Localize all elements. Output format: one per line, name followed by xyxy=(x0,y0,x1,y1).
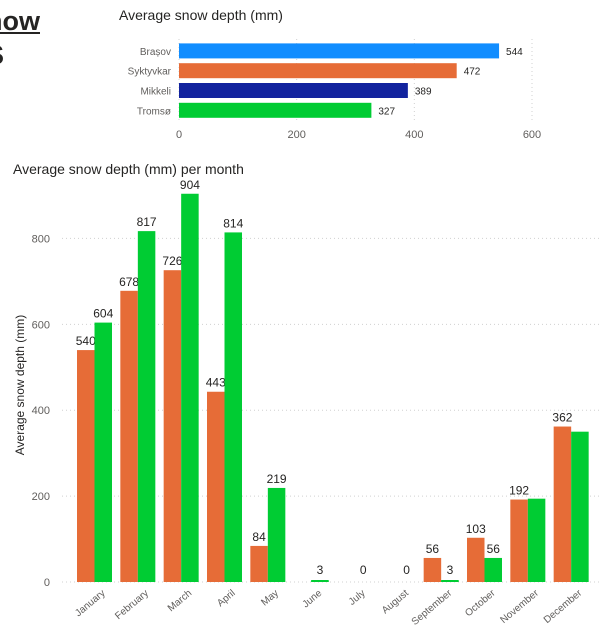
bar-data-label: 678 xyxy=(119,275,139,289)
month-bar[interactable] xyxy=(94,322,113,582)
bar-data-label: 604 xyxy=(93,307,113,321)
month-label: February xyxy=(113,588,151,622)
bar-data-label: 84 xyxy=(252,530,266,544)
bar-data-label: 3 xyxy=(447,563,454,577)
month-label: August xyxy=(380,588,411,617)
city-bar[interactable] xyxy=(179,43,500,59)
y-axis-title: Average snow depth (mm) xyxy=(13,315,27,456)
month-bar[interactable] xyxy=(553,426,572,582)
category-label: Mikkeli xyxy=(140,87,171,98)
month-label: December xyxy=(542,587,585,626)
bar-value-label: 544 xyxy=(506,47,523,58)
month-bar[interactable] xyxy=(224,232,243,582)
month-bar[interactable] xyxy=(510,499,528,582)
x-tick-label: 0 xyxy=(176,129,182,141)
bar-data-label: 3 xyxy=(317,563,324,577)
bar-data-label: 443 xyxy=(206,376,226,390)
y-tick-label: 200 xyxy=(32,491,50,503)
city-bar[interactable] xyxy=(179,63,457,79)
month-bar-stub xyxy=(441,580,459,582)
y-tick-label: 600 xyxy=(32,319,50,331)
bar-data-label: 56 xyxy=(487,542,501,556)
month-bar[interactable] xyxy=(250,545,268,582)
bar-data-label: 0 xyxy=(403,563,410,577)
month-label: May xyxy=(259,588,281,609)
month-bar[interactable] xyxy=(571,431,589,582)
category-label: Tromsø xyxy=(137,106,171,117)
city-bar[interactable] xyxy=(179,102,372,118)
month-bar[interactable] xyxy=(484,557,503,582)
month-bar[interactable] xyxy=(137,231,156,582)
y-tick-label: 400 xyxy=(32,405,50,417)
month-label: June xyxy=(301,588,325,611)
snow-depth-chart-title: Average snow depth (mm) xyxy=(119,7,283,23)
month-bar[interactable] xyxy=(423,557,442,582)
month-bar[interactable] xyxy=(181,193,199,582)
month-label: November xyxy=(499,587,542,626)
month-bar[interactable] xyxy=(467,537,485,582)
bar-value-label: 327 xyxy=(378,106,395,117)
bar-data-label: 192 xyxy=(509,484,529,498)
month-label: July xyxy=(347,588,368,608)
month-label: October xyxy=(463,587,498,619)
bar-data-label: 0 xyxy=(360,563,367,577)
month-bar[interactable] xyxy=(267,487,286,582)
x-tick-label: 600 xyxy=(523,129,541,141)
month-bar-stub xyxy=(311,580,329,582)
y-tick-label: 0 xyxy=(44,577,50,589)
bar-data-label: 726 xyxy=(162,254,182,268)
bar-data-label: 814 xyxy=(223,216,243,230)
month-label: January xyxy=(73,588,107,619)
bar-data-label: 904 xyxy=(180,178,200,192)
month-bar[interactable] xyxy=(163,270,182,582)
bar-data-label: 219 xyxy=(267,472,287,486)
page-title: now xyxy=(0,6,40,36)
x-tick-label: 200 xyxy=(287,129,305,141)
month-label: April xyxy=(215,588,237,609)
bar-data-label: 362 xyxy=(552,411,572,425)
month-label: March xyxy=(166,588,194,614)
month-bar[interactable] xyxy=(77,350,95,582)
bar-value-label: 472 xyxy=(464,67,481,78)
category-label: Syktyvkar xyxy=(128,67,172,78)
city-snow-depth-chart: 0 200 400 600 Brașov 544 Syktyvkar 472 Mikkeli 38… xyxy=(128,39,541,141)
bar-data-label: 817 xyxy=(137,215,157,229)
bar-data-label: 56 xyxy=(426,542,440,556)
month-bar[interactable] xyxy=(527,498,546,582)
city-bar[interactable] xyxy=(179,83,408,98)
month-label: September xyxy=(410,587,455,627)
month-bar[interactable] xyxy=(207,391,225,582)
x-tick-label: 400 xyxy=(405,129,423,141)
monthly-chart-title: Average snow depth (mm) per month xyxy=(13,161,244,177)
bar-value-label: 389 xyxy=(415,87,432,98)
bar-data-label: 103 xyxy=(466,522,486,536)
bar-data-label: 540 xyxy=(76,334,96,348)
month-bar[interactable] xyxy=(120,290,138,582)
y-tick-label: 800 xyxy=(32,233,50,245)
category-label: Brașov xyxy=(140,47,171,58)
page-title-line2: S xyxy=(0,40,4,70)
